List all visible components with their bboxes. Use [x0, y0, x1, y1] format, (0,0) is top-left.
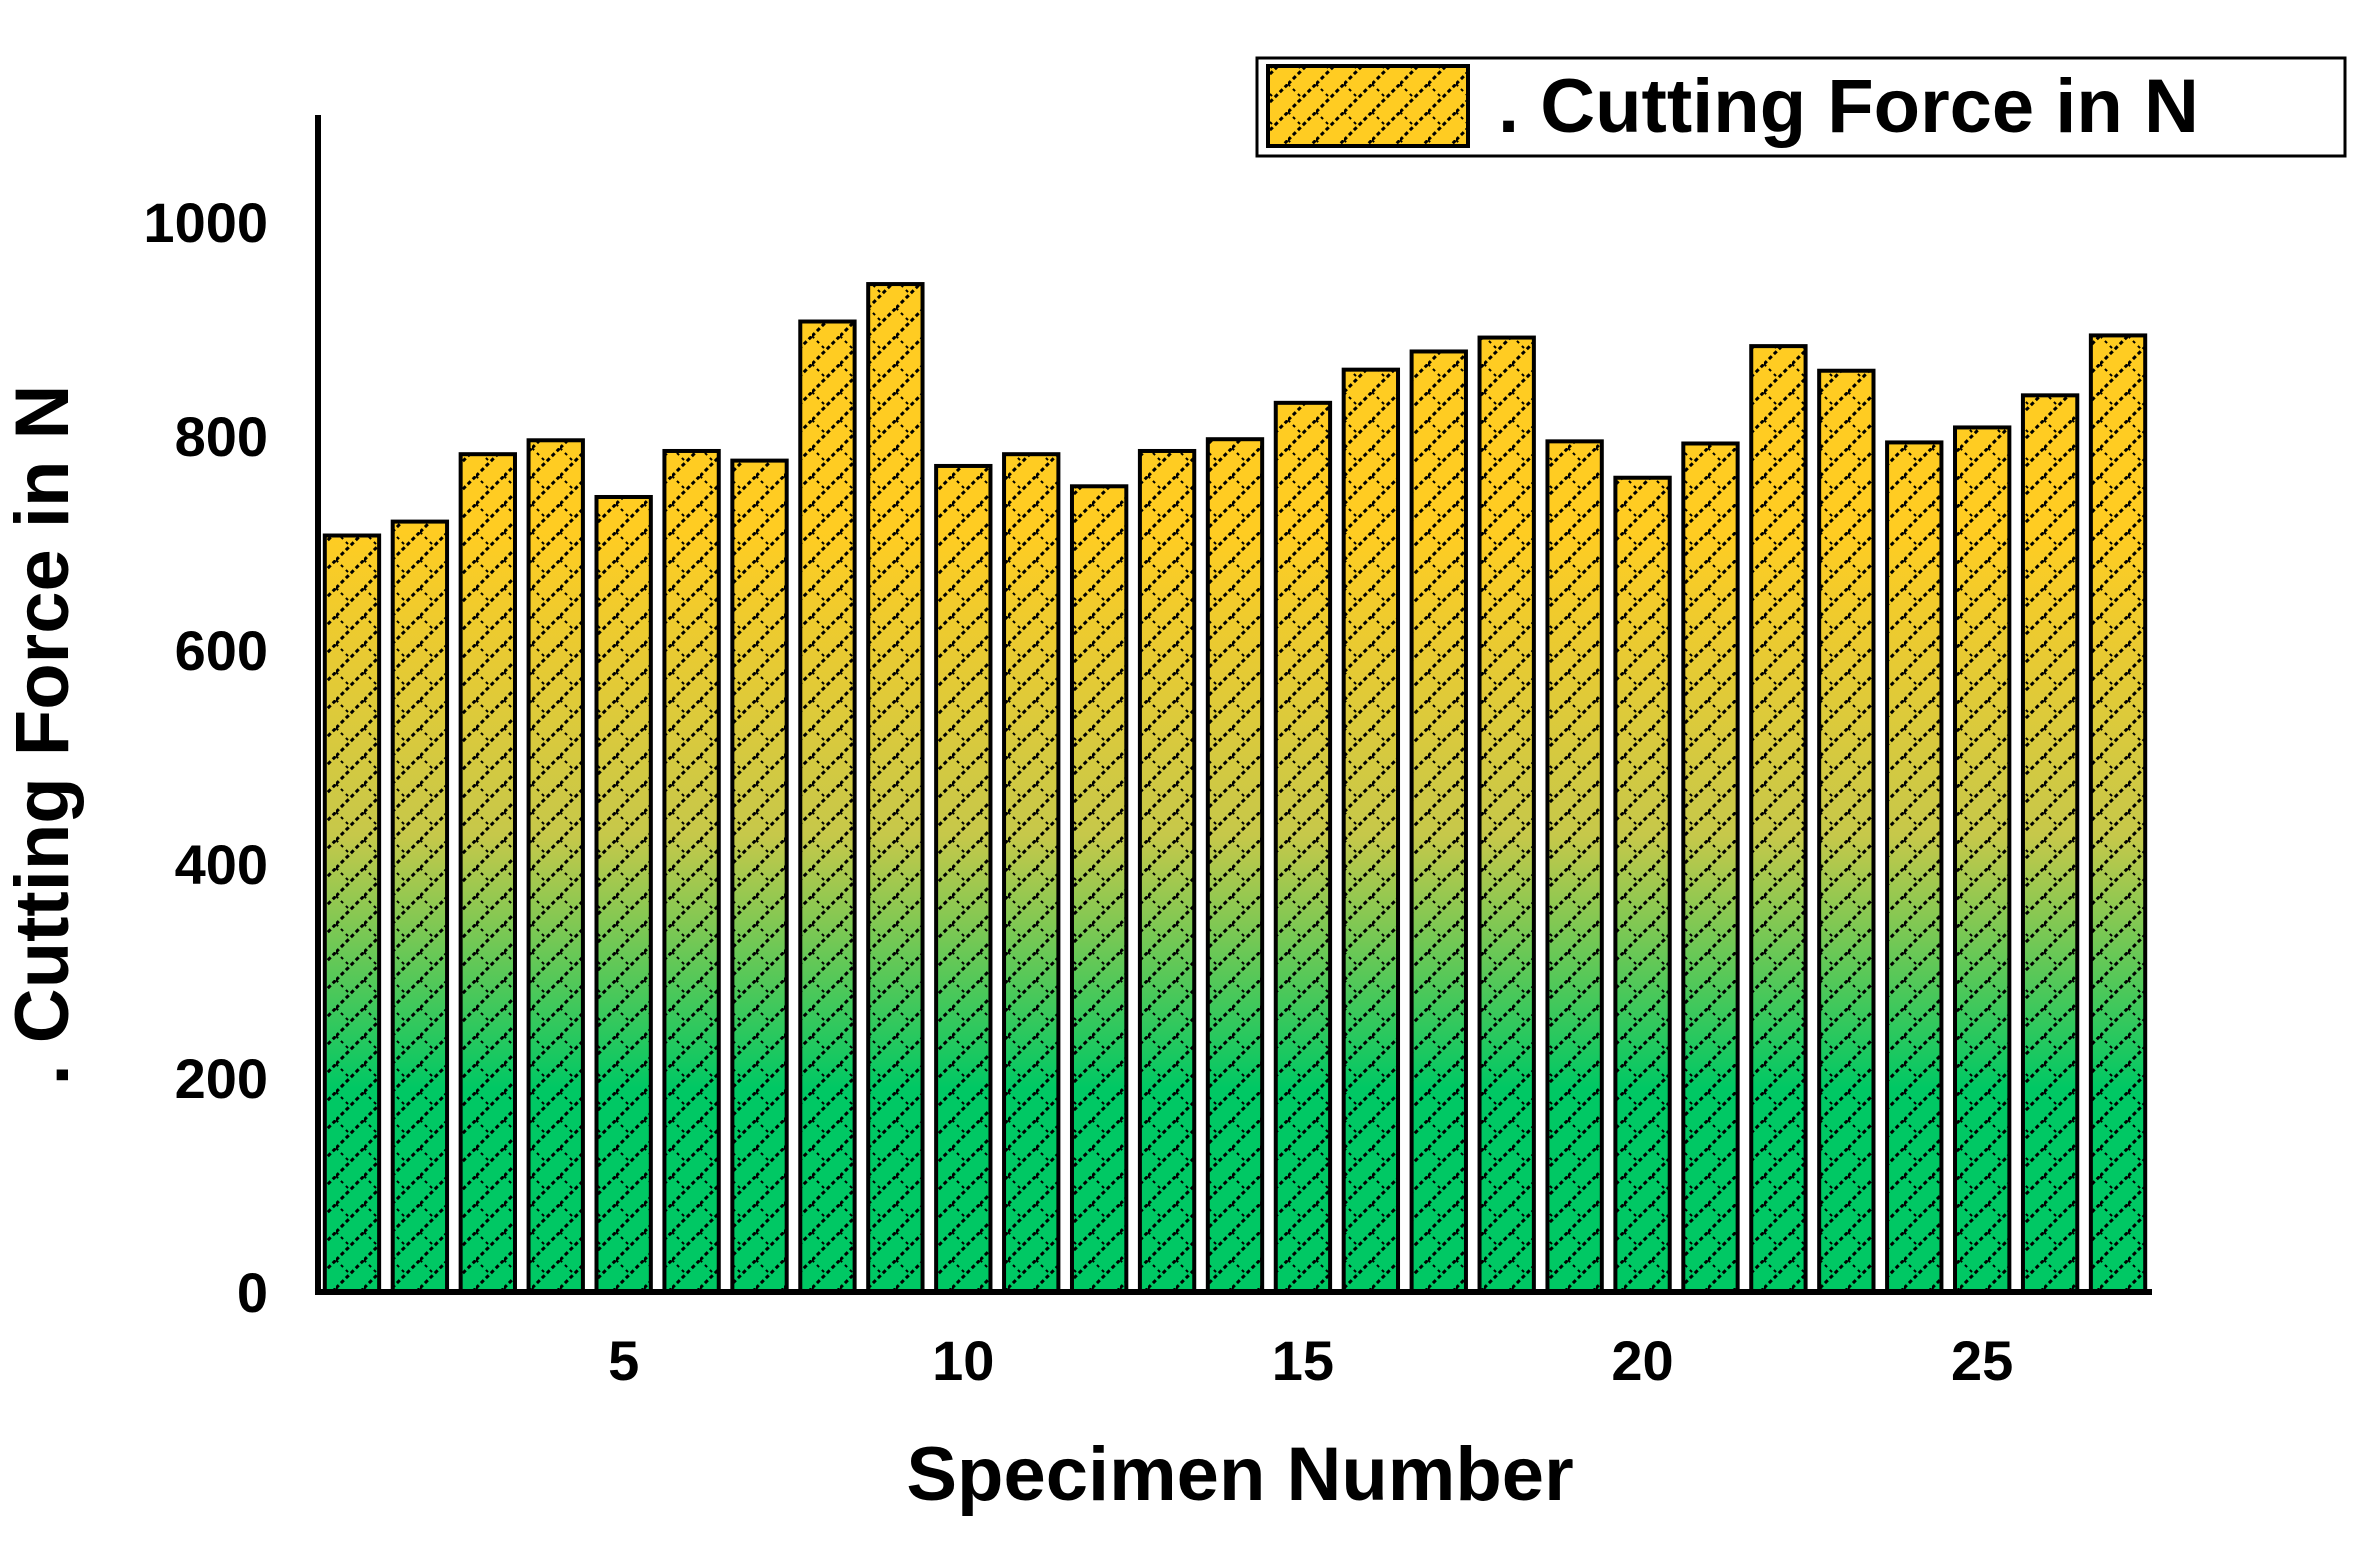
bar-hatch [1275, 402, 1331, 1293]
y-tick-label: 200 [175, 1047, 268, 1110]
bar-hatch [1411, 351, 1466, 1293]
bar-hatch [1547, 441, 1602, 1293]
bar-20 [1613, 475, 1672, 1295]
legend-swatch-hatch [1268, 66, 1468, 146]
bar-7 [730, 458, 789, 1294]
y-tick-label: 400 [175, 833, 268, 896]
bars [322, 282, 2148, 1295]
bar-hatch [2022, 395, 2078, 1293]
bar-13 [1137, 448, 1197, 1295]
bar-23 [1817, 368, 1876, 1295]
bar-hatch [1887, 442, 1942, 1292]
bar-24 [1885, 440, 1944, 1295]
bar-hatch [1139, 450, 1195, 1293]
bar-1 [322, 533, 382, 1294]
bar-8 [798, 319, 857, 1294]
bar-22 [1749, 344, 1808, 1294]
bar-hatch [664, 450, 719, 1293]
bar-15 [1273, 400, 1333, 1294]
bar-hatch [1071, 486, 1127, 1292]
x-tick-label: 25 [1951, 1329, 2013, 1392]
bar-6 [662, 448, 721, 1295]
y-tick-label: 600 [175, 619, 268, 682]
bar-26 [2020, 393, 2080, 1294]
bar-hatch [800, 321, 855, 1292]
bar-19 [1545, 439, 1604, 1295]
y-tick-label: 1000 [143, 191, 268, 254]
bar-3 [458, 452, 517, 1294]
bar-12 [1069, 484, 1129, 1295]
bar-16 [1341, 367, 1401, 1295]
y-axis-title: . Cutting Force in N [0, 385, 85, 1086]
bar-hatch [1751, 346, 1806, 1292]
bar-hatch [868, 284, 923, 1292]
bar-14 [1205, 437, 1265, 1294]
bar-25 [1953, 425, 2012, 1294]
bar-hatch [596, 496, 651, 1292]
bar-hatch [1955, 427, 2010, 1292]
bar-hatch [732, 460, 787, 1292]
x-axis-title: Specimen Number [906, 1432, 1573, 1517]
bar-hatch [1683, 443, 1738, 1292]
bar-hatch [324, 535, 380, 1292]
bar-hatch [460, 454, 515, 1292]
bar-hatch [936, 465, 991, 1293]
bar-hatch [1479, 337, 1534, 1292]
bar-hatch [1819, 370, 1874, 1293]
x-tick-labels: 5 10 15 20 25 [608, 1329, 2013, 1392]
x-tick-label: 15 [1272, 1329, 1334, 1392]
y-tick-labels: 0 200 400 600 800 1000 [143, 191, 268, 1324]
bar-5 [594, 494, 653, 1294]
bar-hatch [1615, 477, 1670, 1293]
bar-hatch [1207, 439, 1263, 1293]
legend: . Cutting Force in N [1255, 56, 2347, 158]
bar-hatch [1343, 369, 1399, 1292]
bar-hatch [392, 521, 448, 1292]
x-tick-label: 10 [932, 1329, 994, 1392]
bar-27 [2088, 333, 2148, 1295]
y-tick-label: 0 [237, 1261, 268, 1324]
bar-2 [390, 519, 450, 1294]
legend-label: . Cutting Force in N [1498, 64, 2199, 149]
bar-18 [1477, 335, 1536, 1294]
bar-17 [1409, 349, 1468, 1295]
x-tick-label: 5 [608, 1329, 639, 1392]
bar-21 [1681, 441, 1740, 1294]
x-tick-label: 20 [1611, 1329, 1673, 1392]
bar-11 [1002, 452, 1061, 1294]
bar-hatch [2090, 335, 2146, 1292]
bar-9 [866, 282, 925, 1294]
y-tick-label: 800 [175, 405, 268, 468]
bar-hatch [528, 440, 583, 1292]
bar-10 [934, 463, 993, 1294]
bar-hatch [1004, 454, 1059, 1292]
bar-4 [526, 438, 585, 1294]
